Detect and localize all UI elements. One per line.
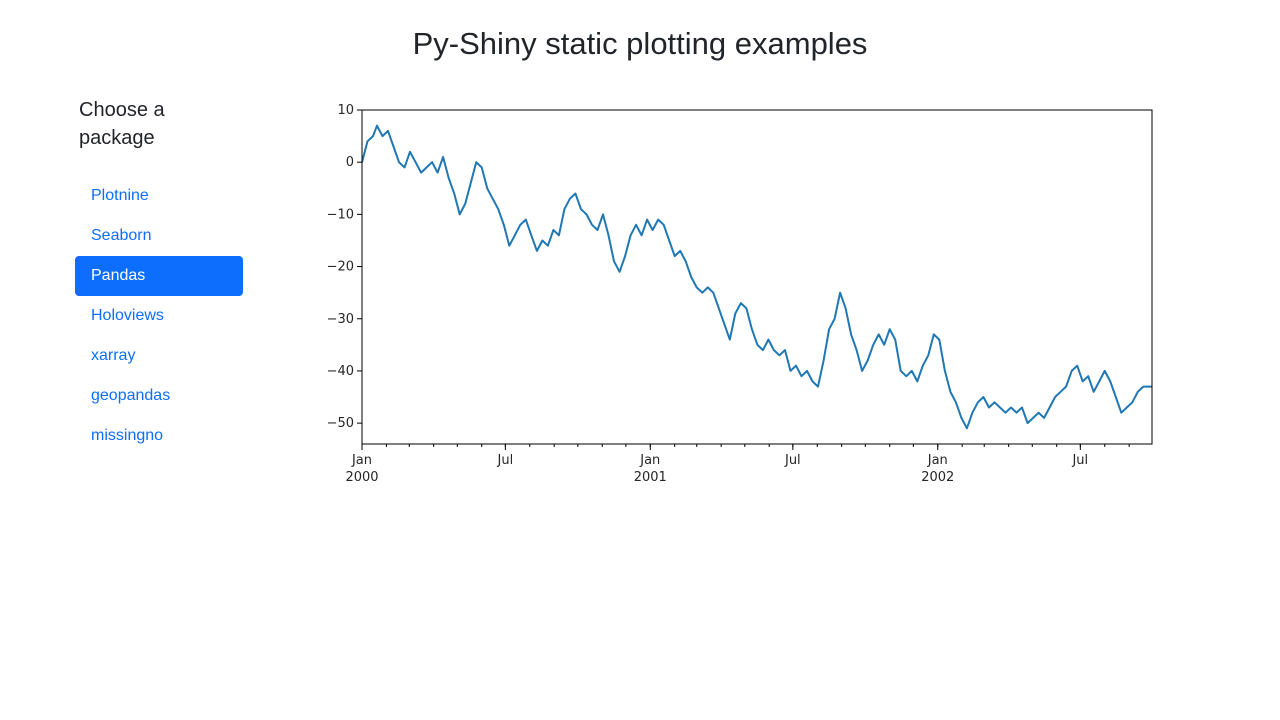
plot-output: 10 0 −10 −20 −30 −40 −50 Jan 2000 Jul Jan 2001 Jul Ja…: [300, 96, 1180, 496]
nav-item-seaborn[interactable]: Seaborn: [91, 227, 152, 244]
x-tick-label: Jan: [639, 453, 660, 468]
y-tick-label: −40: [327, 364, 354, 379]
nav-item-xarray[interactable]: xarray: [91, 347, 136, 364]
nav-item-missingno[interactable]: missingno: [91, 427, 164, 444]
nav-item-plotnine[interactable]: Plotnine: [91, 187, 149, 204]
x-tick-label: Jul: [784, 453, 801, 468]
x-tick-year-label: 2002: [921, 470, 954, 485]
sidebar-heading: Choose a package: [79, 99, 165, 149]
y-tick-label: −20: [327, 260, 354, 275]
y-tick-label: 10: [337, 103, 354, 118]
x-tick-year-label: 2000: [345, 470, 378, 485]
x-tick-label: Jul: [497, 453, 514, 468]
nav-item-holoviews[interactable]: Holoviews: [91, 307, 164, 324]
y-tick-label: −10: [327, 207, 354, 222]
package-selector: Choose a package Plotnine Seaborn Pandas…: [75, 96, 243, 456]
package-nav-list: Plotnine Seaborn Pandas Holoviews xarray…: [75, 176, 243, 456]
x-tick-label: Jan: [351, 453, 372, 468]
plot-frame: [361, 109, 1153, 445]
y-tick-label: 0: [346, 155, 354, 170]
x-tick-year-label: 2001: [634, 470, 667, 485]
page-title: Py-Shiny static plotting examples: [412, 26, 868, 61]
y-tick-label: −30: [327, 312, 354, 327]
x-tick-label: Jul: [1071, 453, 1088, 468]
series-line: [361, 124, 1152, 430]
y-tick-label: −50: [327, 416, 354, 431]
x-tick-label: Jan: [927, 453, 948, 468]
nav-item-geopandas[interactable]: geopandas: [91, 387, 171, 404]
nav-item-pandas[interactable]: Pandas: [75, 256, 243, 296]
line-chart: 10 0 −10 −20 −30 −40 −50 Jan 2000 Jul Jan 2001 Jul Ja…: [327, 103, 1153, 485]
